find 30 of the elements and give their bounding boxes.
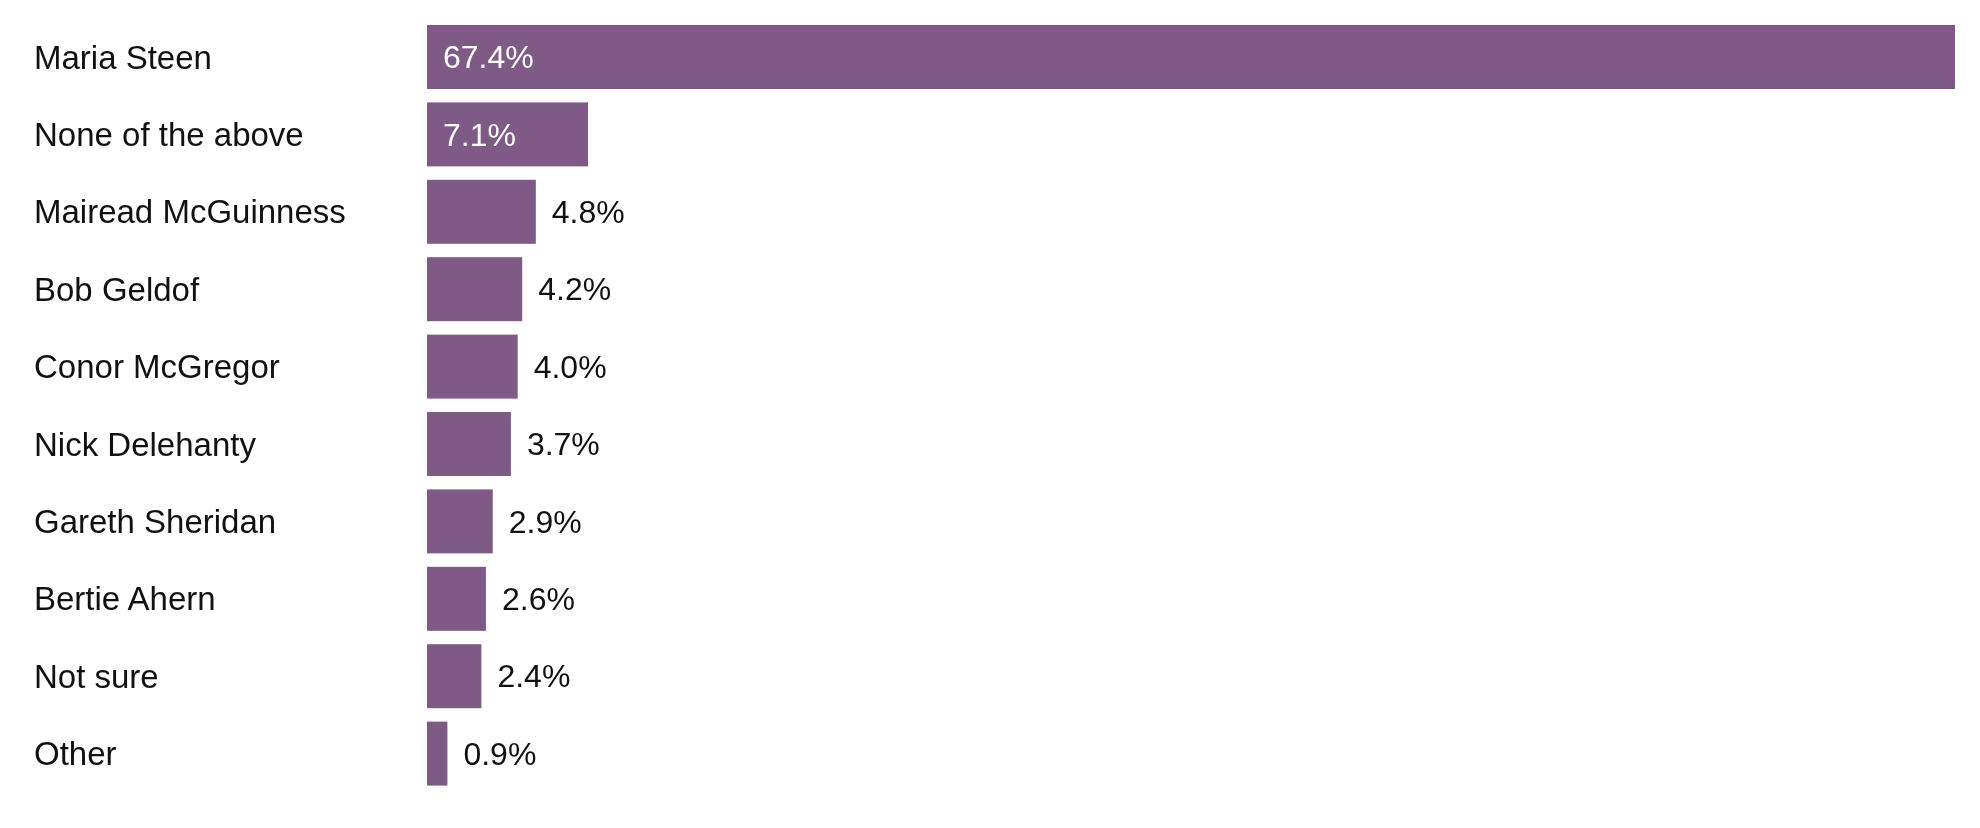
data-label: 0.9% <box>463 735 537 772</box>
y-tick-label: Not sure <box>34 657 159 695</box>
y-tick-label: None of the above <box>34 115 304 153</box>
y-tick-label: Gareth Sheridan <box>34 502 277 540</box>
bar <box>427 721 448 786</box>
data-label: 2.4% <box>497 658 571 695</box>
bar <box>427 489 493 554</box>
bar <box>427 25 1955 89</box>
data-label: 4.0% <box>533 348 607 385</box>
bar <box>427 334 518 399</box>
data-label: 7.1% <box>443 116 516 153</box>
y-tick-label: Other <box>34 735 117 773</box>
y-tick-label: Nick Delehanty <box>34 425 257 463</box>
data-label: 2.6% <box>501 581 575 617</box>
y-tick-label: Bertie Ahern <box>34 580 216 618</box>
data-label: 3.7% <box>526 426 600 463</box>
bar <box>427 257 523 322</box>
bar <box>427 179 536 244</box>
bar <box>427 102 588 167</box>
bar <box>427 566 486 631</box>
data-label: 2.9% <box>508 503 582 540</box>
bar <box>427 644 482 709</box>
data-label: 4.8% <box>551 194 625 230</box>
data-label: 4.2% <box>538 271 612 308</box>
y-tick-label: Mairead McGuinness <box>34 193 346 231</box>
y-tick-label: Bob Geldof <box>34 270 200 308</box>
y-tick-label: Conor McGregor <box>34 348 280 386</box>
data-label: 67.4% <box>443 39 534 76</box>
y-tick-label: Maria Steen <box>34 38 212 76</box>
bar <box>427 412 511 476</box>
